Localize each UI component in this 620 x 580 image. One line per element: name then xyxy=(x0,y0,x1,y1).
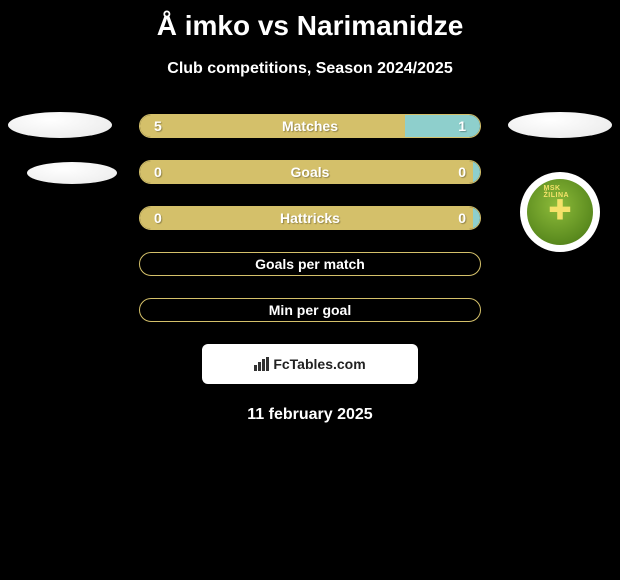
stat-value-left: 5 xyxy=(154,118,162,134)
stat-row-goals: 0 Goals 0 xyxy=(0,160,620,184)
stat-row-mpg: Min per goal xyxy=(0,298,620,322)
stat-row-gpm: Goals per match xyxy=(0,252,620,276)
stat-bar: 0 Goals 0 xyxy=(139,160,481,184)
date-text: 11 february 2025 xyxy=(0,406,620,424)
fctables-watermark[interactable]: FcTables.com xyxy=(202,344,418,384)
stat-value-right: 0 xyxy=(458,210,466,226)
bar-left-fill xyxy=(140,115,405,137)
bar-right-fill xyxy=(473,161,480,183)
stat-bar: 0 Hattricks 0 xyxy=(139,206,481,230)
stat-label: Hattricks xyxy=(280,210,340,226)
stat-bar: Min per goal xyxy=(139,298,481,322)
bar-right-fill xyxy=(405,115,480,137)
stat-row-matches: 5 Matches 1 xyxy=(0,114,620,138)
stat-value-right: 0 xyxy=(458,164,466,180)
bar-right-fill xyxy=(473,207,480,229)
stat-row-hattricks: 0 Hattricks 0 xyxy=(0,206,620,230)
stat-value-left: 0 xyxy=(154,210,162,226)
stat-label: Min per goal xyxy=(269,302,351,318)
fctables-label: FcTables.com xyxy=(273,356,365,372)
bar-chart-icon xyxy=(254,357,269,371)
stat-label: Matches xyxy=(282,118,338,134)
stat-bar: Goals per match xyxy=(139,252,481,276)
stat-label: Goals per match xyxy=(255,256,365,272)
stat-value-right: 1 xyxy=(458,118,466,134)
subtitle: Club competitions, Season 2024/2025 xyxy=(0,60,620,78)
stat-label: Goals xyxy=(291,164,330,180)
stat-value-left: 0 xyxy=(154,164,162,180)
stats-content: MSK ŽILINA ✚ 5 Matches 1 0 Goals 0 xyxy=(0,114,620,424)
page-title: Å imko vs Narimanidze xyxy=(0,0,620,42)
stat-bar: 5 Matches 1 xyxy=(139,114,481,138)
